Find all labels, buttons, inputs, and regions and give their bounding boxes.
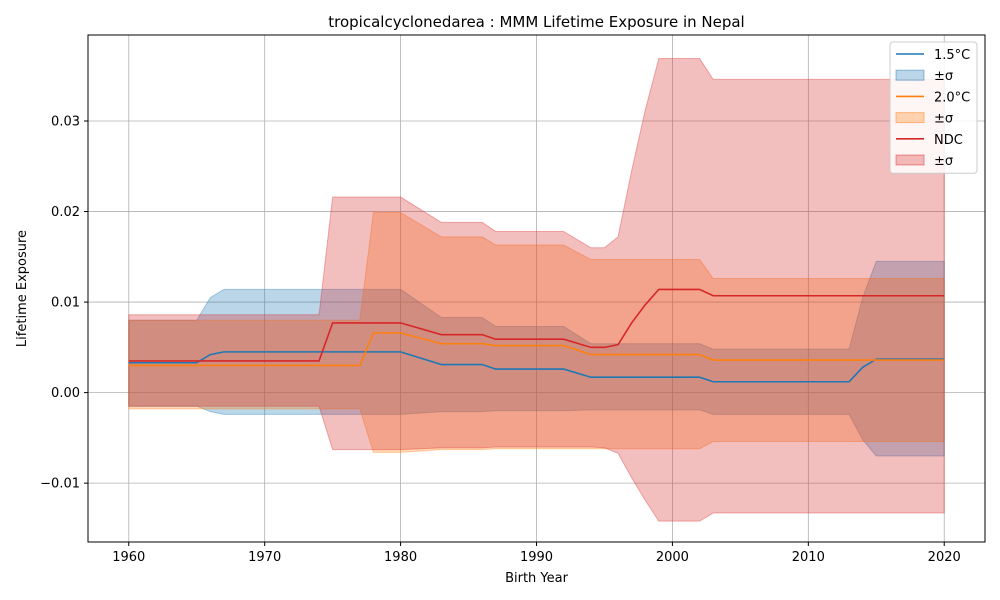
- y-ticks: −0.01 0.00 0.01 0.02 0.03: [40, 115, 88, 492]
- line-ndc: [128, 288, 945, 362]
- x-tick-label: 2010: [792, 550, 825, 565]
- x-tick-label: 2000: [656, 550, 689, 565]
- x-tick-label: 1990: [520, 550, 553, 565]
- y-axis-title: Lifetime Exposure: [15, 230, 30, 347]
- y-tick-label: 0.03: [51, 115, 80, 130]
- legend-band-label: ±σ: [934, 69, 953, 84]
- legend-band-label: ±σ: [934, 154, 953, 169]
- legend-band-label: ±σ: [934, 112, 953, 127]
- legend-label: 2.0°C: [934, 90, 970, 105]
- legend: 1.5°C ±σ 2.0°C ±σ NDC ±σ: [889, 41, 978, 174]
- band-layer: [128, 58, 945, 522]
- legend-band-swatch: [895, 112, 925, 124]
- y-tick-label: 0.01: [51, 296, 80, 311]
- y-tick-label: −0.01: [40, 477, 80, 492]
- legend-band-swatch: [895, 69, 925, 81]
- line-layer: [128, 288, 945, 383]
- legend-box: [889, 41, 978, 174]
- x-tick-label: 1960: [112, 550, 145, 565]
- line-2-0-c: [128, 332, 945, 367]
- band-ndc: [128, 58, 945, 522]
- chart-title: tropicalcyclonedarea : MMM Lifetime Expo…: [328, 13, 744, 31]
- line-1-5-c: [128, 351, 945, 383]
- x-tick-label: 1970: [248, 550, 281, 565]
- x-axis-title: Birth Year: [505, 571, 569, 586]
- legend-label: NDC: [934, 133, 963, 148]
- x-tick-label: 1980: [384, 550, 417, 565]
- legend-label: 1.5°C: [934, 48, 970, 63]
- y-tick-label: 0.00: [51, 386, 80, 401]
- y-tick-label: 0.02: [51, 205, 80, 220]
- band-2-0-c: [128, 211, 945, 453]
- x-tick-label: 2020: [928, 550, 961, 565]
- x-ticks: 1960 1970 1980 1990 2000 2010 2020: [112, 542, 961, 565]
- band-1-5-c: [128, 260, 945, 457]
- grid: [88, 35, 985, 542]
- legend-band-swatch: [895, 154, 925, 166]
